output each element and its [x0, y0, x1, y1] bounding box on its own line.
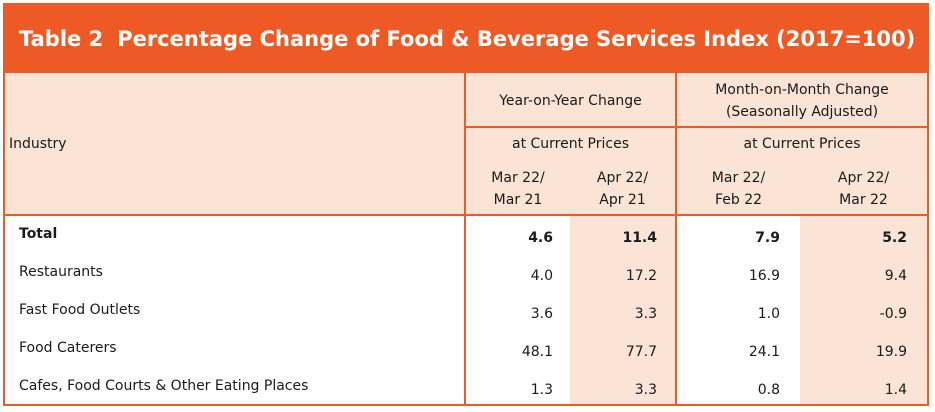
industry-header: Industry	[9, 136, 67, 152]
divider-group-sub	[466, 126, 927, 128]
table-cell: 9.4	[884, 268, 907, 284]
band-col-2	[570, 216, 675, 404]
table-cell: 5.2	[882, 230, 907, 246]
table-cell: 3.3	[634, 306, 657, 322]
row-label-total: Total	[19, 226, 58, 242]
table-cell: 11.4	[622, 230, 657, 246]
table-cell: 3.3	[634, 382, 657, 398]
table-cell: 4.0	[530, 268, 553, 284]
col-1-line2: Mar 21	[493, 192, 543, 208]
col-4-line2: Mar 22	[839, 192, 888, 208]
table-frame: Table 2 Percentage Change of Food & Bever…	[3, 3, 929, 406]
table-cell: 3.6	[530, 306, 553, 322]
table-cell: 1.0	[757, 306, 780, 322]
table-title-bar: Table 2 Percentage Change of Food & Bever…	[5, 5, 927, 73]
divider-industry	[464, 73, 466, 404]
table-cell: 7.9	[755, 230, 780, 246]
table-cell: 48.1	[521, 344, 553, 360]
band-col-4	[800, 216, 927, 404]
table-cell: 24.1	[748, 344, 780, 360]
header-band	[5, 73, 927, 214]
table-cell: 1.4	[884, 382, 907, 398]
table-cell: 77.7	[625, 344, 657, 360]
row-label-food-caterers: Food Caterers	[19, 340, 117, 356]
group-yoy-prices: at Current Prices	[512, 136, 629, 152]
table-cell: 0.8	[757, 382, 780, 398]
col-2-line2: Apr 21	[599, 192, 646, 208]
table-cell: 4.6	[528, 230, 553, 246]
divider-groups	[675, 73, 677, 404]
row-label-fast-food-outlets: Fast Food Outlets	[19, 302, 141, 318]
col-4-line1: Apr 22/	[837, 170, 890, 186]
table-cell: -0.9	[879, 306, 907, 322]
group-mom-prices: at Current Prices	[743, 136, 861, 152]
divider-header-body	[5, 214, 927, 216]
row-label-cafes-food-courts: Cafes, Food Courts & Other Eating Places	[19, 378, 309, 394]
group-mom-label: Month-on-Month Change	[715, 82, 889, 98]
row-label-restaurants: Restaurants	[19, 264, 103, 280]
table-title: Percentage Change of Food & Beverage Ser…	[117, 27, 916, 51]
table-cell: 19.9	[875, 344, 907, 360]
group-mom-sublabel: (Seasonally Adjusted)	[725, 104, 879, 120]
col-3-line1: Mar 22/	[711, 170, 766, 186]
table-number: Table 2	[19, 27, 104, 51]
table-cell: 17.2	[625, 268, 657, 284]
col-1-line1: Mar 22/	[491, 170, 545, 186]
table-cell: 1.3	[530, 382, 553, 398]
col-3-line2: Feb 22	[714, 192, 763, 208]
table-cell: 16.9	[748, 268, 780, 284]
col-2-line1: Apr 22/	[596, 170, 649, 186]
group-yoy-label: Year-on-Year Change	[499, 93, 642, 109]
